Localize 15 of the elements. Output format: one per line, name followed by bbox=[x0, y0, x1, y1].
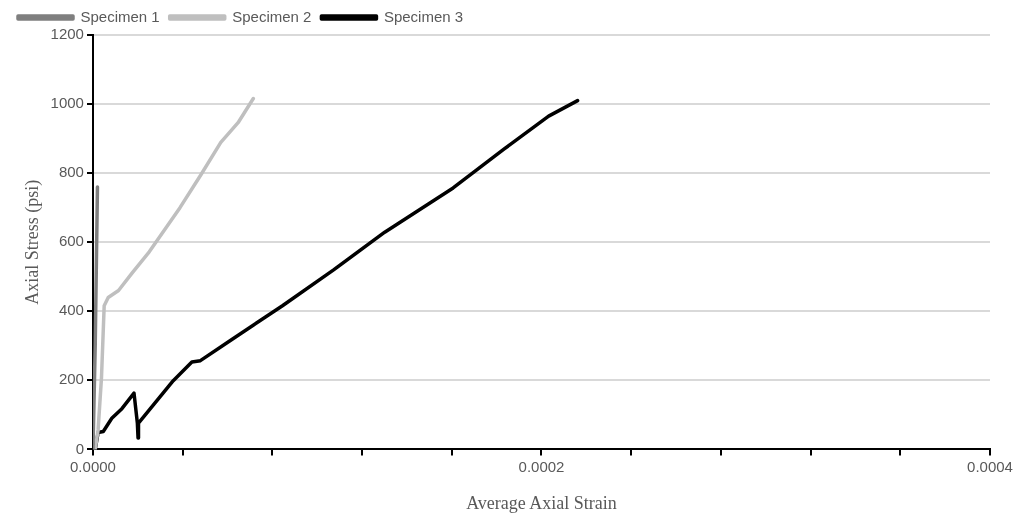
y-tick-label: 400 bbox=[58, 301, 84, 319]
y-tick-label: 1000 bbox=[50, 94, 84, 112]
legend-label: Specimen 3 bbox=[383, 7, 464, 25]
y-tick-label: 0 bbox=[75, 439, 84, 457]
y-tick-label: 200 bbox=[58, 370, 84, 388]
x-axis-title: Average Axial Strain bbox=[466, 492, 617, 513]
legend-label: Specimen 2 bbox=[232, 7, 312, 25]
y-tick-label: 800 bbox=[58, 163, 84, 181]
x-tick-label: 0.0002 bbox=[518, 457, 565, 475]
x-tick-label: 0.0000 bbox=[70, 457, 116, 475]
x-tick-label: 0.0004 bbox=[967, 457, 1013, 475]
y-tick-label: 600 bbox=[58, 232, 84, 250]
y-axis-title: Axial Stress (psi) bbox=[21, 179, 43, 305]
y-tick-label: 1200 bbox=[50, 25, 84, 43]
legend-label: Specimen 1 bbox=[80, 7, 160, 25]
